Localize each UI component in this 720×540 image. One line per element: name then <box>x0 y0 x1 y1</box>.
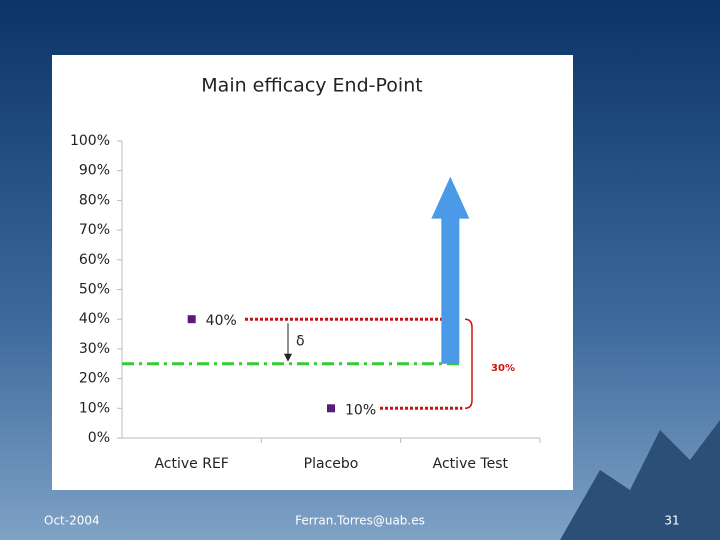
chart-panel <box>52 55 573 490</box>
point <box>187 315 196 324</box>
y-tick-label: 40% <box>79 311 110 327</box>
value-label: 10% <box>345 402 376 418</box>
difference-label: 30% <box>491 363 515 374</box>
delta-arrowhead <box>284 353 292 362</box>
point <box>327 404 335 413</box>
bracket <box>464 318 473 410</box>
x-tick-label: Placebo <box>304 456 359 472</box>
y-tick-label: 10% <box>79 400 110 416</box>
mountains <box>560 420 720 540</box>
footer-date: Oct-2004 <box>44 514 100 528</box>
y-tick-label: 90% <box>79 163 110 179</box>
y-tick-label: 0% <box>88 430 110 446</box>
y-tick-label: 60% <box>79 252 110 268</box>
y-tick-label: 100% <box>70 133 110 149</box>
y-tick-label: 70% <box>79 222 110 238</box>
y-tick-label: 80% <box>79 192 110 208</box>
x-tick-label: Active Test <box>433 456 509 472</box>
delta-label: δ <box>296 333 305 349</box>
y-tick-label: 50% <box>79 282 110 298</box>
x-tick-label: Active REF <box>154 456 228 472</box>
y-tick-label: 30% <box>79 341 110 357</box>
effect-arrow <box>431 176 470 364</box>
chart-title: Main efficacy End-Point <box>201 75 422 97</box>
footer-page: 31 <box>664 514 679 528</box>
value-label: 40% <box>206 313 237 329</box>
footer-email: Ferran.Torres@uab.es <box>295 514 425 528</box>
y-tick-label: 20% <box>79 371 110 387</box>
